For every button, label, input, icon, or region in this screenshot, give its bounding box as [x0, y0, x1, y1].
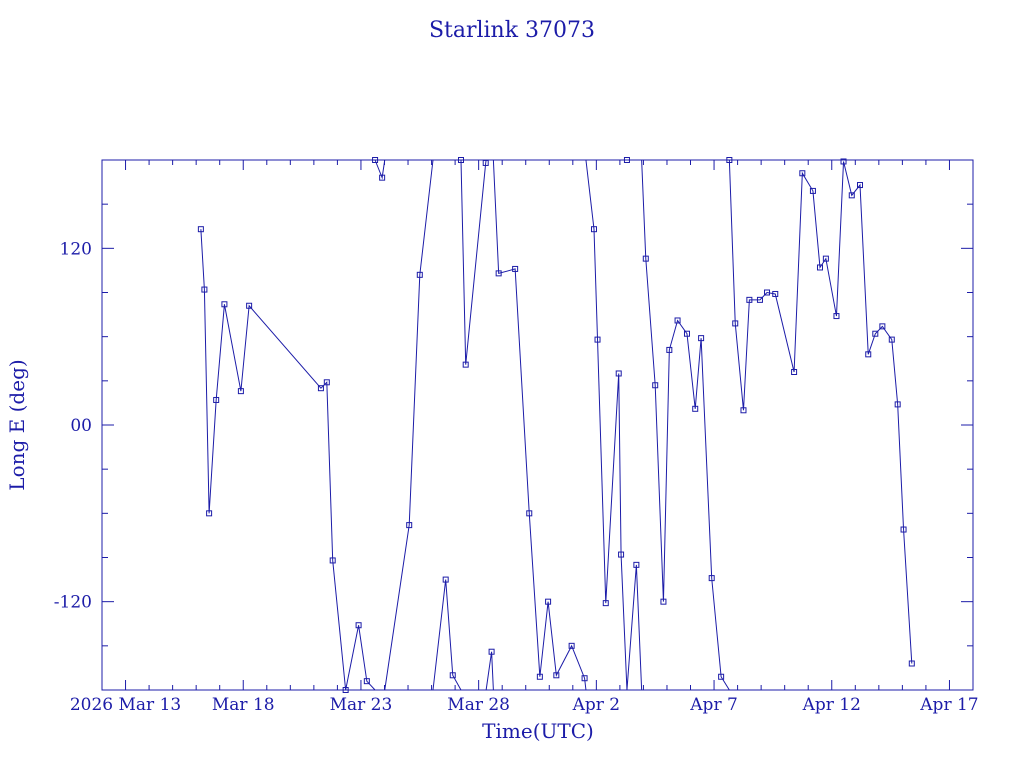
data-series [197, 157, 915, 693]
data-point [246, 302, 253, 309]
data-point [816, 264, 823, 271]
data-point [840, 158, 847, 165]
data-point [462, 361, 469, 368]
data-point [865, 351, 872, 358]
data-point [363, 678, 370, 685]
data-point [623, 157, 630, 163]
data-point [442, 576, 449, 583]
data-point [726, 157, 733, 163]
data-point [848, 192, 855, 199]
data-point [791, 369, 798, 375]
data-point [652, 382, 659, 389]
data-point [809, 187, 816, 194]
data-point [206, 510, 213, 517]
data-point [602, 600, 609, 607]
data-point [772, 290, 779, 297]
data-point [879, 323, 886, 330]
y-tick-label: -120 [54, 593, 92, 613]
data-point [553, 672, 560, 679]
data-point [213, 396, 220, 403]
data-point [329, 557, 336, 564]
data-point [488, 648, 495, 655]
data-point [718, 673, 725, 680]
data-point [416, 271, 423, 278]
x-tick-label: Mar 28 [447, 695, 510, 715]
data-point [666, 346, 673, 353]
data-point [197, 226, 204, 233]
data-point [495, 270, 502, 277]
data-point [833, 313, 840, 320]
data-point [674, 317, 681, 324]
data-point [732, 320, 739, 327]
data-point [764, 289, 771, 296]
data-point [323, 379, 330, 386]
data-point [568, 642, 575, 649]
data-point [888, 336, 895, 343]
data-point [872, 330, 879, 337]
data-point [512, 265, 519, 272]
data-point [536, 673, 543, 680]
x-tick-label: Mar 23 [330, 695, 393, 715]
data-point [317, 385, 324, 392]
plot-frame [101, 159, 974, 691]
x-tick-label: Apr 2 [572, 695, 621, 715]
data-point [756, 296, 763, 303]
data-point [618, 551, 625, 558]
data-point [615, 370, 622, 377]
data-point [482, 159, 489, 166]
x-axis-label: Time(UTC) [482, 719, 594, 743]
data-point [683, 330, 690, 337]
data-point [857, 182, 864, 189]
axis-ticks: 2026 Mar 13 Mar 18 Mar 23 Mar 28 Apr 2 Apr 7 A… [54, 160, 979, 715]
data-point [642, 255, 649, 262]
data-point [633, 561, 640, 568]
y-axis-label: Long E (deg) [5, 359, 29, 490]
y-tick-label: 120 [60, 239, 92, 259]
data-point [908, 660, 915, 667]
data-point [221, 301, 228, 308]
x-tick-label: Apr 7 [689, 695, 738, 715]
data-point [372, 157, 379, 163]
data-point [799, 170, 806, 177]
chart-title: Starlink 37073 [429, 18, 595, 43]
data-point [900, 526, 907, 533]
series-line [200, 159, 913, 691]
data-point [708, 575, 715, 582]
data-point [406, 522, 413, 529]
data-point [342, 687, 349, 693]
x-tick-label: 2026 Mar 13 [70, 695, 181, 715]
y-tick-label: 00 [70, 416, 92, 436]
x-tick-label: Apr 17 [919, 695, 978, 715]
data-point [894, 401, 901, 408]
data-point [457, 157, 464, 163]
x-tick-label: Mar 18 [212, 695, 275, 715]
data-point [698, 335, 705, 342]
data-point [355, 622, 362, 629]
data-point [822, 255, 829, 262]
data-point [237, 388, 244, 395]
data-point [594, 336, 601, 343]
data-point [526, 510, 533, 517]
data-point [590, 226, 597, 233]
x-tick-label: Apr 12 [802, 695, 861, 715]
data-point [581, 675, 588, 682]
data-point [201, 286, 208, 293]
data-point [660, 598, 667, 605]
data-point [746, 296, 753, 303]
data-point [379, 174, 386, 181]
data-point [449, 672, 456, 679]
data-point [692, 405, 699, 412]
data-point [545, 598, 552, 605]
data-point [740, 407, 747, 414]
